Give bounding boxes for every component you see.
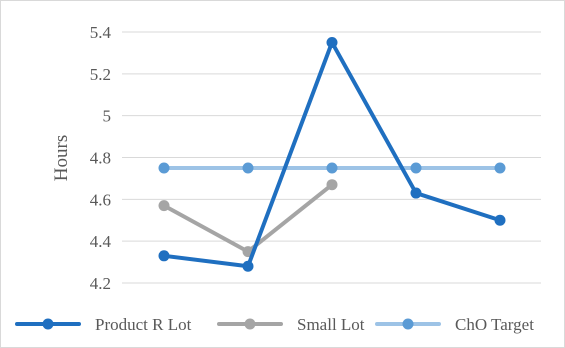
data-point bbox=[242, 260, 254, 272]
data-point bbox=[326, 162, 338, 174]
legend-label: Product R Lot bbox=[95, 315, 192, 334]
legend-marker bbox=[244, 318, 256, 330]
legend-label: Small Lot bbox=[297, 315, 365, 334]
data-point bbox=[158, 200, 170, 212]
y-tick-label: 5 bbox=[103, 107, 112, 126]
legend: Product R Lot Small Lot ChO Target bbox=[15, 315, 534, 334]
legend-item: Product R Lot bbox=[15, 315, 192, 334]
y-axis-ticks: 4.2 4.4 4.6 4.8 5 5.2 5.4 bbox=[90, 23, 112, 293]
legend-marker bbox=[402, 318, 414, 330]
data-point bbox=[242, 162, 254, 174]
data-point bbox=[326, 179, 338, 191]
series-small-lot bbox=[158, 179, 338, 258]
data-point bbox=[410, 187, 422, 199]
y-tick-label: 5.2 bbox=[90, 65, 111, 84]
data-point bbox=[158, 162, 170, 174]
legend-item: Small Lot bbox=[217, 315, 365, 334]
data-point bbox=[494, 162, 506, 174]
series-layer bbox=[158, 36, 506, 272]
series-product-r-lot bbox=[158, 36, 506, 272]
data-point bbox=[494, 214, 506, 226]
data-point bbox=[410, 162, 422, 174]
y-tick-label: 5.4 bbox=[90, 23, 112, 42]
data-point bbox=[158, 250, 170, 262]
legend-label: ChO Target bbox=[455, 315, 534, 334]
y-tick-label: 4.6 bbox=[90, 190, 111, 209]
y-tick-label: 4.4 bbox=[90, 232, 112, 251]
legend-marker bbox=[42, 318, 54, 330]
series-cho-target bbox=[158, 162, 506, 174]
data-point bbox=[326, 36, 338, 48]
gridlines bbox=[122, 31, 541, 284]
y-tick-label: 4.2 bbox=[90, 274, 111, 293]
legend-item: ChO Target bbox=[375, 315, 534, 334]
y-axis-label: Hours bbox=[51, 135, 72, 181]
y-tick-label: 4.8 bbox=[90, 149, 111, 168]
